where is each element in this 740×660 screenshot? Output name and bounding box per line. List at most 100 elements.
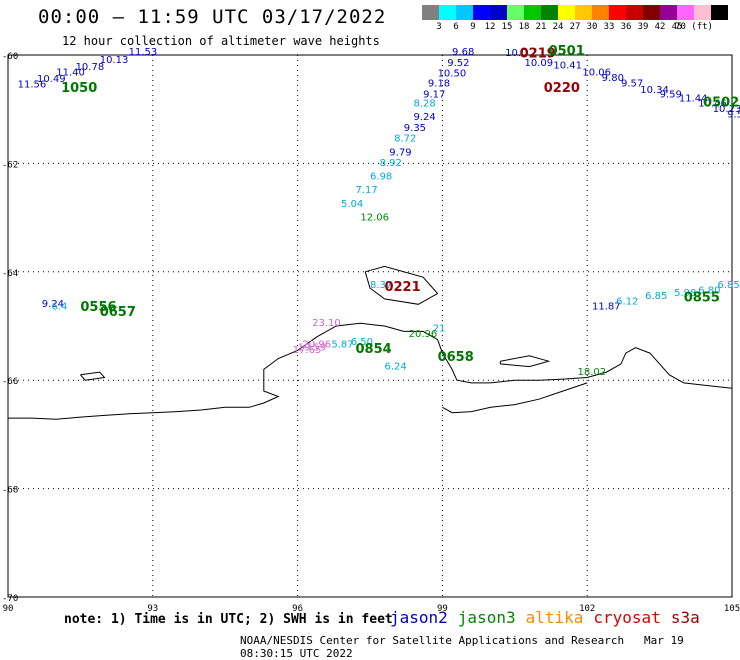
pass-time-label: 0855	[684, 291, 720, 306]
legend-label: 6	[453, 22, 459, 32]
credit-line: NOAA/NESDIS Center for Satellite Applica…	[240, 634, 740, 660]
legend-swatch	[541, 5, 558, 20]
legend-label: 33	[603, 22, 615, 32]
wave-height-jason2: 10.50	[438, 69, 467, 80]
legend-swatch	[524, 5, 541, 20]
wave-height-jason2: 9.79	[389, 147, 411, 158]
wave-height-jason2: 11.56	[18, 80, 47, 91]
island	[499, 355, 551, 368]
pass-time-label: 0657	[100, 305, 136, 320]
legend-swatches	[422, 5, 740, 20]
satellite-jason2: jason2	[390, 608, 448, 627]
wave-height-altika: 6.50	[351, 337, 373, 348]
legend-swatch	[626, 5, 643, 20]
lat-tick-label: -60	[2, 52, 18, 62]
wave-height-jason2: 10.49	[37, 74, 66, 85]
map-title: 00:00 – 11:59 UTC 03/17/2022	[38, 6, 387, 28]
legend-swatch	[507, 5, 524, 20]
legend-label: 36	[620, 22, 632, 32]
wave-height-jason2: 9.52	[447, 58, 469, 69]
wave-height-jason2: 10.41	[553, 61, 582, 72]
island	[80, 371, 106, 381]
pass-time-label: 0502	[703, 95, 739, 110]
legend-swatch	[456, 5, 473, 20]
wave-height-altika: 7.17	[356, 185, 378, 196]
wave-height-jason2: 9.57	[621, 78, 643, 89]
legend-label: 24	[552, 22, 564, 32]
wave-height-jason2: 10.0	[505, 48, 527, 59]
lat-tick-label: -64	[2, 269, 18, 279]
wave-height-jason2: 10.06	[582, 68, 611, 79]
wave-height-jason2: 9.17	[423, 89, 445, 100]
wave-height-jason2: 10.23	[713, 104, 740, 115]
legend-swatch	[592, 5, 609, 20]
map-subtitle: 12 hour collection of altimeter wave hei…	[62, 34, 380, 48]
wave-height-jason2: 9.35	[404, 123, 426, 134]
wave-height-altika: 8.37	[370, 280, 392, 291]
wave-height-jason2: 9.24	[42, 299, 64, 310]
legend-swatch	[473, 5, 490, 20]
legend-swatch	[439, 5, 456, 20]
legend-swatch	[490, 5, 507, 20]
pass-time-label: 1050	[61, 81, 97, 96]
wave-height-altika: 6.12	[616, 296, 638, 307]
satellite-altika: altika	[525, 608, 584, 627]
legend-label: 15	[501, 22, 513, 32]
island	[364, 265, 439, 305]
legend-swatch	[422, 5, 439, 20]
wave-height-jason2: 11.87	[592, 302, 621, 313]
legend-labels: 3 6 9 12 15 18 21 24 27 30 33 36 39 42 45 70 (ft)	[422, 20, 740, 34]
wave-height-altika: 8.28	[413, 98, 435, 109]
legend-swatch	[643, 5, 660, 20]
pass-time-label: 0556	[80, 300, 116, 315]
legend-swatch	[694, 5, 711, 20]
legend-label: 39	[637, 22, 649, 32]
lon-tick-label: 90	[3, 604, 14, 614]
legend-swatch	[575, 5, 592, 20]
wave-height-altika: 5.87	[331, 340, 353, 351]
wave-height-s3a: 17.65	[293, 345, 322, 356]
legend-swatch	[609, 5, 626, 20]
pass-time-label: 0501	[549, 44, 585, 59]
legend-label: 42	[654, 22, 666, 32]
satellite-s3a: s3a	[670, 608, 700, 627]
coastline	[8, 322, 733, 420]
lon-tick-label: 99	[437, 604, 448, 614]
coastline-south	[442, 382, 588, 414]
satellite-cryosat: cryosat	[593, 608, 661, 627]
wave-height-jason2: 9.59	[660, 89, 682, 100]
wave-height-jason3: 20.96	[409, 329, 438, 340]
lon-tick-label: 102	[579, 604, 595, 614]
wave-height-s3a: 19.59	[298, 342, 327, 353]
wave-height-jason2: 11.40	[56, 68, 85, 79]
wave-height-altika: 6.85	[718, 280, 740, 291]
wave-height-jason2: 9.18	[428, 78, 450, 89]
lat-tick-label: -62	[2, 160, 18, 170]
wave-height-jason2: 10.13	[100, 55, 129, 66]
wave-height-jason2: 10.09	[524, 58, 553, 69]
wave-height-jason2: 11.44	[679, 94, 708, 105]
lon-tick-label: 96	[292, 604, 303, 614]
wave-height-jason2: 11.53	[129, 47, 158, 58]
wave-height-jason2: 9.24	[413, 112, 435, 123]
wave-height-jason2: 9.80	[602, 73, 624, 84]
wave-height-jason2: 10.46	[698, 98, 727, 109]
lon-tick-label: 105	[724, 604, 740, 614]
wave-height-altika: 6.4	[51, 302, 67, 313]
satellite-legend: jason2 jason3 altika cryosat s3a	[390, 608, 710, 627]
legend-label: 12	[484, 22, 496, 32]
pass-time-label: 0658	[438, 350, 474, 365]
legend-swatch	[558, 5, 575, 20]
legend-label: 3	[436, 22, 442, 32]
lat-tick-label: -68	[2, 486, 18, 496]
legend-swatch	[660, 5, 677, 20]
legend-label: 45	[671, 22, 683, 32]
legend-label: 70 (ft)	[675, 22, 713, 32]
legend-label: 18	[518, 22, 530, 32]
legend-swatch	[711, 5, 728, 20]
wave-height-altika: 6.80	[698, 285, 720, 296]
wave-height-altika: 5.98	[674, 288, 696, 299]
wave-height-altika: 6.24	[384, 361, 406, 372]
lat-tick-label: -66	[2, 377, 18, 387]
